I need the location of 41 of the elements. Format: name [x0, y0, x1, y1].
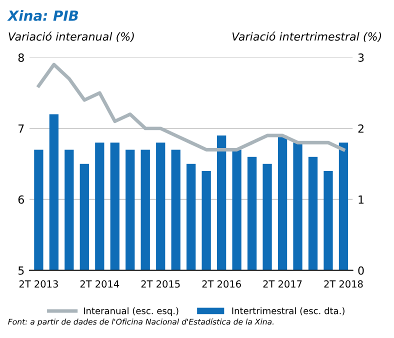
- bar: [293, 142, 302, 270]
- bar: [110, 142, 120, 270]
- bar: [216, 136, 226, 270]
- legend-label: Interanual (esc. esq.): [84, 307, 178, 316]
- bar: [49, 114, 59, 270]
- x-tick-label: 2T 2013: [19, 280, 58, 288]
- bar: [34, 150, 44, 270]
- y2-tick-label: 1: [358, 196, 364, 204]
- bar: [338, 142, 348, 270]
- y-tick-label: 6: [18, 195, 24, 204]
- bar: [202, 171, 211, 270]
- y-tick-label: 8: [18, 53, 24, 62]
- legend-label: Intertrimestral (esc. dta.): [232, 307, 344, 316]
- bar: [80, 164, 89, 270]
- bar: [324, 171, 333, 270]
- x-tick-label: 2T 2014: [80, 280, 120, 288]
- y2-tick-label: 3: [358, 53, 364, 62]
- bar: [247, 156, 257, 270]
- y-tick-label: 7: [18, 124, 24, 133]
- y2-tick-label: 2: [358, 124, 364, 133]
- line-series: [36, 62, 346, 152]
- bar: [156, 142, 166, 270]
- bar: [64, 150, 74, 270]
- bar: [171, 150, 180, 270]
- bar: [186, 164, 196, 270]
- bar: [126, 150, 135, 270]
- bar: [140, 150, 150, 270]
- y2-axis-title: Variació intertrimestral (%): [232, 32, 382, 42]
- x-tick-label: 2T 2018: [324, 280, 363, 288]
- y-axis-title: Variació interanual (%): [8, 32, 134, 42]
- x-tick-label: 2T 2017: [263, 280, 302, 288]
- bar: [95, 142, 104, 270]
- x-tick-label: 2T 2016: [202, 280, 241, 288]
- bar: [308, 156, 318, 270]
- bar: [278, 136, 288, 270]
- y2-tick-label: 0: [358, 266, 364, 275]
- y-tick-label: 5: [18, 266, 24, 275]
- bar: [232, 150, 242, 270]
- x-tick-label: 2T 2015: [141, 280, 180, 288]
- bar: [262, 164, 272, 270]
- chart-title: Xina: PIB: [7, 10, 78, 21]
